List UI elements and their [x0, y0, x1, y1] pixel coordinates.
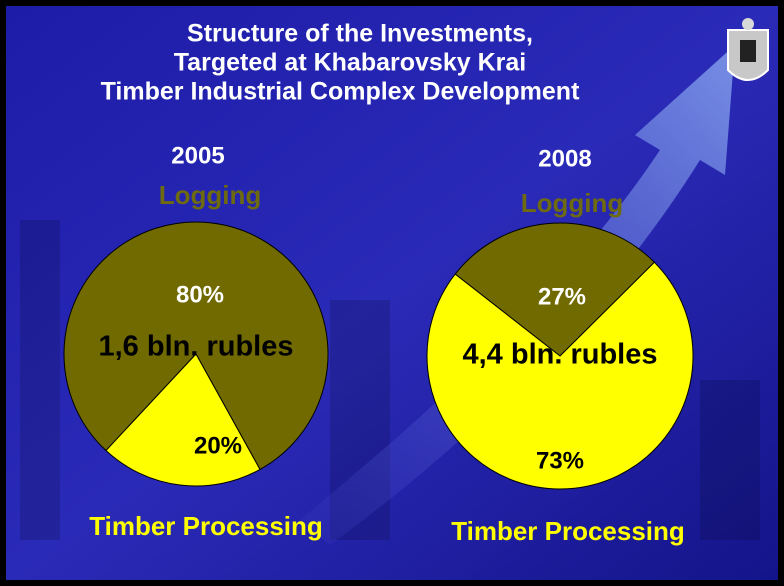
- pie-slice: [63, 221, 329, 471]
- title-line: Targeted at Khabarovsky Krai: [174, 49, 526, 77]
- pie-slice: [105, 353, 261, 487]
- arrow: [300, 45, 735, 545]
- center-label: 1,6 bln. rubles: [99, 331, 294, 363]
- category-label: Logging: [159, 180, 262, 210]
- emblem: [727, 18, 769, 81]
- pie-slice: [454, 222, 656, 357]
- pie-title: 2005: [171, 142, 224, 169]
- value-label: 20%: [194, 432, 242, 459]
- title-line: Timber Industrial Complex Development: [101, 78, 580, 106]
- category-label: Timber Processing: [89, 511, 323, 541]
- center-label: 4,4 bln. rubles: [463, 339, 658, 371]
- category-label: Logging: [521, 188, 624, 218]
- title-line: Structure of the Investments,: [187, 20, 533, 48]
- value-label: 27%: [538, 283, 586, 310]
- value-label: 80%: [176, 281, 224, 308]
- value-label: 73%: [536, 447, 584, 474]
- pie-title: 2008: [538, 145, 591, 172]
- category-label: Timber Processing: [451, 516, 685, 546]
- pie-slice: [426, 261, 694, 490]
